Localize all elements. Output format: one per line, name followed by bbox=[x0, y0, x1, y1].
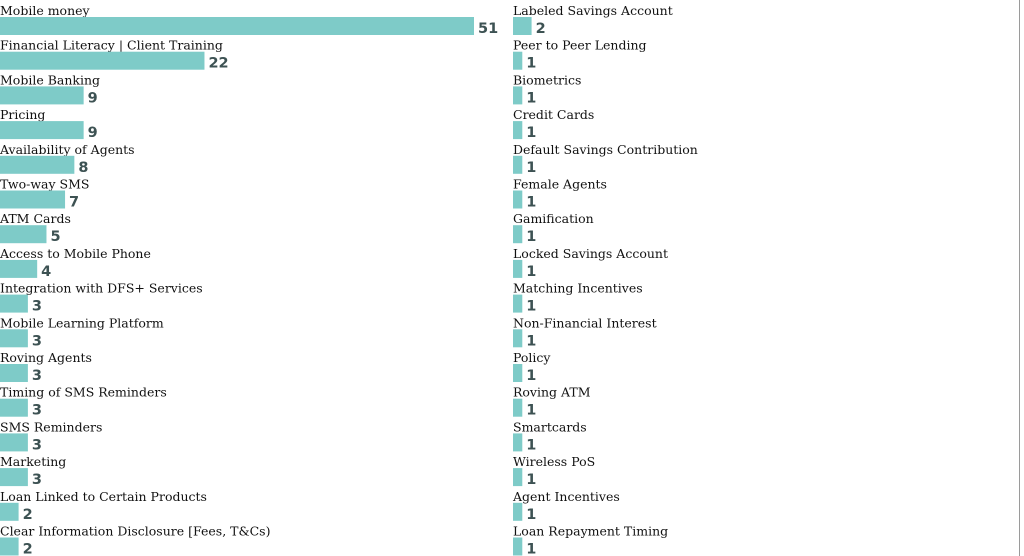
bar bbox=[0, 398, 28, 417]
category-label: Pricing bbox=[0, 107, 45, 122]
category-label: Biometrics bbox=[513, 72, 581, 87]
value-label: 1 bbox=[526, 229, 536, 245]
bar bbox=[0, 259, 38, 278]
value-label: 3 bbox=[32, 333, 42, 349]
bar bbox=[0, 294, 28, 313]
bar bbox=[513, 364, 523, 382]
bar bbox=[513, 329, 523, 348]
value-label: 1 bbox=[526, 299, 536, 315]
bar bbox=[0, 17, 474, 35]
value-label: 1 bbox=[526, 125, 536, 141]
category-label: Default Savings Contribution bbox=[513, 142, 698, 157]
value-label: 3 bbox=[32, 472, 42, 488]
category-label: Smartcards bbox=[513, 419, 587, 434]
category-label: Mobile Learning Platform bbox=[0, 315, 164, 330]
category-label: Matching Incentives bbox=[513, 281, 643, 296]
bar bbox=[513, 259, 523, 278]
category-label: Agent Incentives bbox=[512, 489, 620, 504]
value-label: 1 bbox=[526, 403, 536, 419]
bar bbox=[513, 155, 523, 174]
bar bbox=[0, 502, 19, 521]
bar bbox=[513, 225, 523, 244]
value-label: 5 bbox=[50, 229, 60, 245]
bar bbox=[0, 537, 19, 556]
category-label: Loan Linked to Certain Products bbox=[0, 489, 207, 504]
category-label: Policy bbox=[513, 350, 551, 365]
value-label: 2 bbox=[23, 542, 33, 556]
value-label: 3 bbox=[32, 437, 42, 453]
category-label: Availability of Agents bbox=[0, 142, 135, 157]
value-label: 1 bbox=[526, 160, 536, 176]
value-label: 7 bbox=[69, 195, 79, 211]
bar bbox=[513, 294, 523, 313]
category-label: Loan Repayment Timing bbox=[513, 524, 668, 539]
value-label: 1 bbox=[526, 472, 536, 488]
category-label: Clear Information Disclosure [Fees, T&Cs… bbox=[0, 524, 270, 539]
value-label: 8 bbox=[78, 160, 88, 176]
bar bbox=[0, 51, 205, 70]
value-label: 2 bbox=[23, 507, 33, 523]
category-label: Financial Literacy | Client Training bbox=[0, 38, 223, 53]
bar bbox=[513, 502, 523, 521]
category-label: Labeled Savings Account bbox=[513, 3, 673, 18]
category-label: Timing of SMS Reminders bbox=[0, 385, 167, 400]
value-label: 1 bbox=[526, 542, 536, 556]
bar bbox=[513, 17, 532, 35]
category-label: Marketing bbox=[0, 454, 66, 469]
bar bbox=[513, 86, 523, 105]
value-label: 3 bbox=[32, 403, 42, 419]
category-label: Mobile Banking bbox=[0, 72, 100, 87]
value-label: 1 bbox=[526, 264, 536, 280]
category-label: Roving Agents bbox=[0, 350, 92, 365]
value-label: 1 bbox=[526, 507, 536, 523]
bar bbox=[513, 121, 523, 140]
bar bbox=[0, 468, 28, 487]
category-label: Credit Cards bbox=[513, 107, 594, 122]
value-label: 1 bbox=[526, 195, 536, 211]
value-label: 4 bbox=[41, 264, 51, 280]
bar bbox=[0, 329, 28, 348]
bar bbox=[0, 155, 75, 174]
category-label: SMS Reminders bbox=[0, 419, 102, 434]
value-label: 1 bbox=[526, 368, 536, 384]
bar bbox=[513, 190, 523, 209]
value-label: 2 bbox=[536, 21, 546, 37]
bar bbox=[513, 398, 523, 417]
right-divider-line bbox=[1019, 0, 1020, 556]
bar bbox=[0, 190, 66, 209]
bar bbox=[513, 468, 523, 487]
bar bbox=[513, 537, 523, 556]
category-label: Wireless PoS bbox=[513, 454, 595, 469]
value-label: 1 bbox=[526, 437, 536, 453]
bar bbox=[513, 51, 523, 70]
value-label: 51 bbox=[478, 21, 498, 37]
value-label: 1 bbox=[526, 56, 536, 72]
bar bbox=[0, 121, 84, 140]
value-label: 1 bbox=[526, 90, 536, 106]
bar bbox=[0, 225, 47, 244]
value-label: 1 bbox=[526, 333, 536, 349]
value-label: 9 bbox=[88, 90, 98, 106]
value-label: 22 bbox=[208, 56, 228, 72]
value-label: 3 bbox=[32, 299, 42, 315]
category-label: Mobile money bbox=[0, 3, 91, 18]
category-label: Two-way SMS bbox=[0, 177, 89, 192]
bar bbox=[0, 433, 28, 452]
value-label: 3 bbox=[32, 368, 42, 384]
value-label: 9 bbox=[88, 125, 98, 141]
bar bbox=[0, 364, 28, 382]
category-label: Female Agents bbox=[513, 177, 607, 192]
category-label: Locked Savings Account bbox=[513, 246, 668, 261]
category-label: Non-Financial Interest bbox=[513, 315, 657, 330]
bar bbox=[0, 86, 84, 105]
category-label: Peer to Peer Lending bbox=[513, 38, 647, 53]
bar bbox=[513, 433, 523, 452]
category-label: Roving ATM bbox=[513, 385, 591, 400]
category-label: Gamification bbox=[513, 211, 594, 226]
category-label: ATM Cards bbox=[0, 211, 71, 226]
category-label: Access to Mobile Phone bbox=[0, 246, 151, 261]
category-label: Integration with DFS+ Services bbox=[0, 281, 203, 296]
